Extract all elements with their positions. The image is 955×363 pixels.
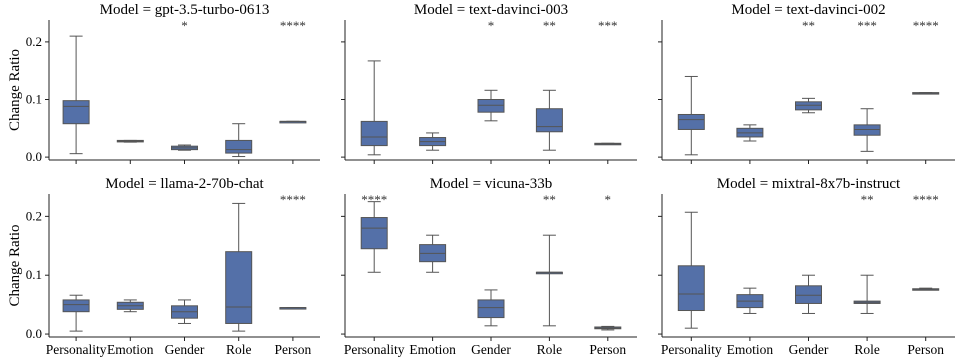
box-person: *: [594, 192, 622, 331]
subplot-title: Model = text-davinci-003: [414, 2, 568, 18]
x-tick-label: Person: [275, 342, 312, 357]
box-person: ****: [912, 192, 940, 291]
box-iqr: [360, 217, 388, 250]
box-iqr: [360, 120, 388, 147]
box-personality: [62, 35, 90, 155]
y-tick-label: 0.0: [26, 326, 42, 341]
subplot-title: Model = mixtral-8x7b-instruct: [717, 176, 901, 192]
box-personality: [677, 75, 705, 156]
y-axis-label: Change Ratio: [7, 224, 23, 306]
box-iqr: [535, 108, 563, 133]
box-emotion: [419, 234, 447, 273]
box-personality: [62, 294, 90, 332]
box-role: **: [535, 18, 563, 151]
x-tick-label: Role: [226, 342, 252, 357]
box-person: ****: [912, 18, 940, 95]
box-gender: **: [795, 18, 822, 114]
x-tick-label: Emotion: [409, 342, 456, 357]
y-tick-label: 0.2: [26, 208, 42, 223]
subplot-6: Model = mixtral-8x7b-instruct Personality…: [658, 176, 955, 357]
y-tick-label: 0.2: [26, 34, 42, 49]
significance-marker: **: [543, 18, 556, 33]
subplot-5: Model = vicuna-33b Personality Emotion Gend…: [341, 176, 637, 357]
box-iqr: [853, 124, 881, 136]
significance-marker: **: [861, 192, 874, 207]
box-personality: [360, 60, 388, 156]
box-iqr: [225, 251, 253, 324]
box-emotion: [736, 124, 764, 142]
x-tick-label: Personality: [46, 342, 107, 357]
box-role: [225, 202, 253, 332]
box-role: ***: [853, 18, 881, 152]
box-gender: *: [171, 18, 198, 151]
box-iqr: [225, 139, 253, 154]
box-iqr: [795, 101, 822, 111]
significance-marker: *: [605, 192, 612, 207]
significance-marker: ***: [857, 18, 877, 33]
box-iqr: [477, 299, 505, 319]
box-iqr: [62, 299, 90, 313]
subplot-1: Model = gpt-3.5-turbo-0613 0.0 0.1 0.2Chang…: [7, 2, 320, 164]
significance-marker: ****: [361, 192, 387, 207]
box-emotion: [419, 132, 447, 151]
significance-marker: ***: [598, 18, 618, 33]
subplot-3: Model = text-davinci-002** *** ****: [658, 2, 955, 164]
box-iqr: [677, 265, 705, 312]
x-tick-label: Role: [537, 342, 563, 357]
box-role: **: [853, 192, 881, 314]
x-tick-label: Emotion: [727, 342, 774, 357]
significance-marker: ****: [913, 18, 939, 33]
box-emotion: [116, 139, 144, 143]
box-emotion: [736, 287, 764, 314]
box-emotion: [116, 299, 144, 313]
box-personality: [677, 211, 705, 329]
box-gender: [171, 299, 198, 324]
box-role: [225, 123, 253, 158]
significance-marker: ****: [280, 18, 306, 33]
significance-marker: *: [488, 18, 495, 33]
subplot-4: Model = llama-2-70b-chat 0.0 0.1 0.2Change …: [7, 176, 320, 357]
significance-marker: **: [802, 18, 815, 33]
box-iqr: [62, 100, 90, 125]
significance-marker: ****: [280, 192, 306, 207]
box-personality: ****: [360, 192, 388, 273]
x-tick-label: Person: [589, 342, 626, 357]
y-axis-label: Change Ratio: [7, 49, 23, 131]
box-person: ****: [279, 18, 307, 124]
subplot-title: Model = gpt-3.5-turbo-0613: [100, 2, 270, 18]
box-iqr: [795, 285, 822, 304]
subplot-2: Model = text-davinci-003* ** ***: [341, 2, 637, 164]
subplot-title: Model = llama-2-70b-chat: [105, 176, 264, 192]
x-tick-label: Person: [907, 342, 944, 357]
y-tick-label: 0.1: [26, 92, 42, 107]
subplot-title: Model = vicuna-33b: [430, 176, 553, 192]
box-gender: *: [477, 18, 505, 122]
x-tick-label: Personality: [661, 342, 722, 357]
box-person: ****: [279, 192, 307, 310]
significance-marker: **: [543, 192, 556, 207]
box-gender: [477, 289, 505, 327]
y-tick-label: 0.1: [26, 267, 42, 282]
box-iqr: [477, 99, 505, 113]
x-tick-label: Role: [854, 342, 880, 357]
box-person: ***: [594, 18, 622, 146]
box-gender: [795, 274, 822, 314]
subplot-title: Model = text-davinci-002: [731, 2, 885, 18]
y-tick-label: 0.0: [26, 149, 42, 164]
x-tick-label: Personality: [344, 342, 405, 357]
x-tick-label: Gender: [165, 342, 205, 357]
box-role: **: [535, 192, 563, 327]
significance-marker: *: [181, 18, 188, 33]
significance-marker: ****: [913, 192, 939, 207]
x-tick-label: Gender: [471, 342, 511, 357]
x-tick-label: Emotion: [107, 342, 154, 357]
x-tick-label: Gender: [789, 342, 829, 357]
box-iqr: [677, 113, 705, 130]
